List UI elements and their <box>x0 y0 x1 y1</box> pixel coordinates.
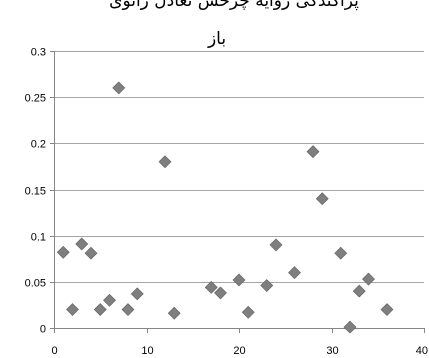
y-tick-labels: 0 0.05 0.1 0.15 0.2 0.25 0.3 <box>25 47 46 336</box>
data-point <box>334 246 348 260</box>
data-point <box>158 155 172 169</box>
data-point <box>260 279 274 292</box>
x-tick-labels: 0 10 20 30 40 <box>51 345 428 357</box>
data-point <box>232 273 246 287</box>
data-point <box>204 280 218 294</box>
chart-title-line2: باز <box>207 29 226 49</box>
data-point <box>167 306 181 320</box>
y-tick-label: 0.1 <box>31 232 46 244</box>
data-point <box>343 320 357 334</box>
data-point <box>362 272 375 286</box>
data-point <box>121 303 135 316</box>
y-tick-label: 0.3 <box>31 47 46 59</box>
x-tick-label: 20 <box>233 345 245 357</box>
y-tick-label: 0.05 <box>25 278 46 290</box>
data-point <box>66 303 79 316</box>
y-tick-label: 0.15 <box>25 186 46 198</box>
data-point <box>315 192 329 206</box>
data-point <box>112 81 126 95</box>
data-point <box>380 303 394 316</box>
data-point <box>288 266 301 280</box>
data-point <box>352 284 366 298</box>
chart-title-line1: پراکندگی زوایه چرخش تعادل زانوی <box>109 0 359 11</box>
data-points <box>56 81 394 334</box>
data-point <box>214 286 227 300</box>
data-point <box>56 245 70 259</box>
x-tick-label: 30 <box>326 345 338 357</box>
data-point <box>93 303 107 316</box>
data-point <box>241 305 255 319</box>
y-tick-label: 0.25 <box>25 93 46 105</box>
data-point <box>130 287 144 301</box>
axes <box>50 51 425 333</box>
data-point <box>103 293 116 307</box>
x-tick-label: 0 <box>51 345 57 357</box>
data-point <box>84 246 98 260</box>
data-point <box>306 145 320 159</box>
x-tick-label: 10 <box>141 345 153 357</box>
x-tick-label: 40 <box>416 345 428 357</box>
y-tick-label: 0.2 <box>31 139 46 151</box>
data-point <box>75 237 89 251</box>
y-tick-label: 0 <box>40 324 46 336</box>
data-point <box>269 238 283 252</box>
chart-title: پراکندگی زوایه چرخش تعادل زانوی باز <box>109 0 359 49</box>
gridlines <box>54 51 424 283</box>
